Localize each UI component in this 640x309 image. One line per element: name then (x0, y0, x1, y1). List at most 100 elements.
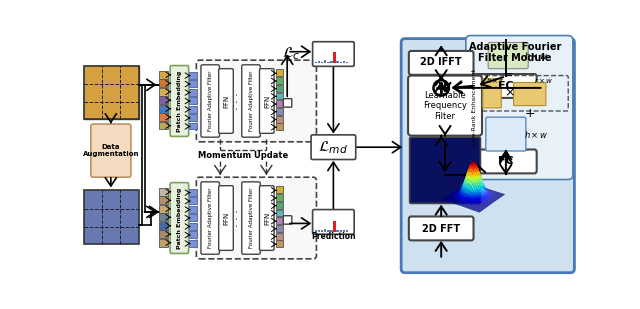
Bar (189, 80, 197, 87)
Bar (189, 197, 197, 204)
Bar (276, 70, 284, 76)
Bar (333, 221, 336, 232)
Bar (276, 108, 284, 115)
Bar (189, 239, 197, 247)
Bar (189, 89, 197, 95)
FancyBboxPatch shape (401, 39, 575, 273)
FancyBboxPatch shape (483, 79, 501, 108)
Bar (276, 123, 284, 130)
Bar (159, 71, 168, 79)
Bar (189, 114, 197, 121)
Bar (159, 113, 168, 121)
Text: Fourier Adaptive Filter: Fourier Adaptive Filter (248, 188, 253, 248)
Bar (189, 123, 197, 129)
Text: FC: FC (498, 81, 514, 91)
Text: $\mathcal{L}_c$: $\mathcal{L}_c$ (282, 46, 300, 62)
Bar (189, 72, 197, 79)
Bar (333, 53, 336, 63)
Bar (324, 60, 326, 63)
Text: 2D FFT: 2D FFT (422, 224, 460, 234)
Bar (346, 62, 348, 63)
Bar (318, 230, 320, 232)
Bar (337, 61, 339, 63)
FancyBboxPatch shape (91, 124, 131, 177)
Bar (321, 230, 323, 232)
Bar (342, 61, 345, 63)
Bar (276, 225, 284, 232)
Text: $h \times w$: $h \times w$ (524, 129, 548, 140)
FancyBboxPatch shape (474, 150, 537, 173)
FancyBboxPatch shape (259, 69, 274, 133)
FancyBboxPatch shape (474, 74, 537, 98)
Bar (159, 230, 168, 238)
Text: Adaptive Fourier
Filter Module: Adaptive Fourier Filter Module (469, 42, 561, 63)
FancyBboxPatch shape (409, 217, 474, 240)
Bar (318, 61, 320, 63)
Text: 2D IFFT: 2D IFFT (420, 57, 462, 67)
Bar (159, 197, 168, 204)
FancyBboxPatch shape (466, 36, 573, 180)
Text: $h \times w$: $h \times w$ (524, 50, 548, 61)
FancyBboxPatch shape (312, 210, 354, 234)
Text: Momentum Update: Momentum Update (198, 151, 289, 160)
Bar (276, 210, 284, 217)
Text: $\mathcal{L}_{md}$: $\mathcal{L}_{md}$ (319, 139, 348, 155)
Bar (342, 230, 345, 232)
FancyBboxPatch shape (311, 135, 356, 159)
Bar (159, 79, 168, 87)
Bar (159, 214, 168, 221)
FancyBboxPatch shape (284, 99, 292, 107)
FancyBboxPatch shape (486, 117, 526, 151)
Bar (276, 186, 284, 193)
Bar (159, 88, 168, 95)
FancyBboxPatch shape (170, 66, 189, 136)
Text: Fourier Adaptive Filter: Fourier Adaptive Filter (208, 71, 212, 131)
FancyBboxPatch shape (219, 69, 234, 133)
Bar (330, 61, 333, 63)
Bar (315, 230, 317, 232)
Text: Fourier Adaptive Filter: Fourier Adaptive Filter (208, 188, 212, 248)
Text: FFN: FFN (223, 94, 229, 108)
Bar (276, 194, 284, 201)
Text: · · ·: · · · (233, 209, 243, 227)
Text: Patch Embedding: Patch Embedding (177, 187, 182, 249)
Bar (189, 97, 197, 104)
Text: Learnable
Frequency
Filter: Learnable Frequency Filter (423, 91, 467, 121)
Bar (159, 205, 168, 213)
FancyBboxPatch shape (410, 137, 481, 203)
FancyBboxPatch shape (196, 177, 316, 259)
Text: =: = (504, 70, 513, 80)
FancyBboxPatch shape (201, 182, 220, 254)
Bar (189, 106, 197, 112)
Bar (327, 230, 330, 232)
Bar (159, 105, 168, 112)
Bar (276, 100, 284, 107)
Bar (84, 66, 139, 120)
Bar (189, 214, 197, 221)
Bar (324, 229, 326, 232)
Bar (276, 85, 284, 92)
FancyBboxPatch shape (284, 216, 292, 224)
Bar (159, 188, 168, 196)
Bar (327, 62, 330, 63)
Bar (84, 66, 139, 120)
FancyBboxPatch shape (259, 186, 274, 250)
Bar (337, 230, 339, 232)
Bar (159, 122, 168, 129)
Bar (276, 116, 284, 123)
FancyBboxPatch shape (488, 42, 528, 69)
Bar (330, 230, 333, 232)
FancyBboxPatch shape (170, 183, 189, 253)
Bar (276, 202, 284, 209)
FancyBboxPatch shape (219, 186, 234, 250)
FancyBboxPatch shape (408, 76, 482, 136)
Bar (315, 62, 317, 63)
Text: Low-Rank Enhancement: Low-Rank Enhancement (472, 69, 477, 145)
Bar (276, 217, 284, 224)
Text: Data
Augmentation: Data Augmentation (83, 144, 139, 157)
FancyBboxPatch shape (242, 65, 260, 137)
Bar (189, 206, 197, 213)
Bar (340, 230, 342, 232)
FancyBboxPatch shape (312, 42, 354, 66)
Text: · · ·: · · · (233, 92, 243, 110)
